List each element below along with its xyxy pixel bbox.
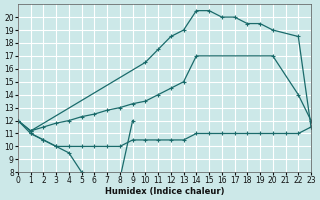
X-axis label: Humidex (Indice chaleur): Humidex (Indice chaleur) [105,187,224,196]
